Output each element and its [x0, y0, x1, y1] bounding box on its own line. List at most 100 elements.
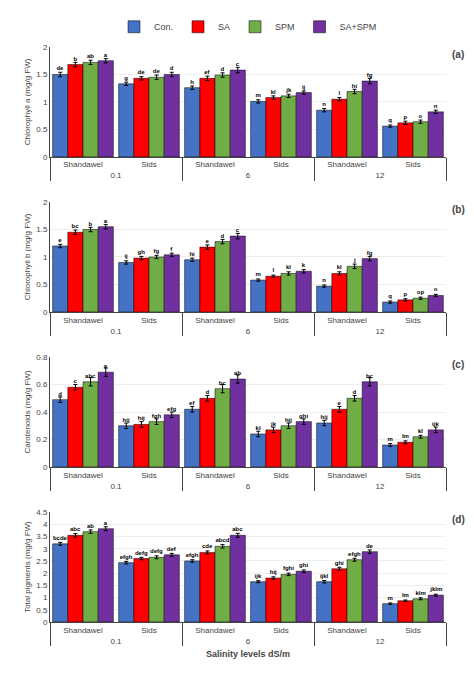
svg-text:abc: abc — [232, 526, 243, 532]
svg-text:ab: ab — [87, 523, 94, 529]
svg-text:efg: efg — [167, 406, 176, 412]
svg-text:defg: defg — [135, 550, 148, 556]
svg-text:efgh: efgh — [186, 552, 199, 558]
svg-text:p: p — [403, 114, 407, 120]
svg-text:2.5: 2.5 — [36, 557, 48, 566]
svg-text:jk: jk — [285, 87, 292, 93]
svg-text:hij: hij — [270, 569, 277, 575]
svg-text:a: a — [104, 52, 108, 58]
svg-text:e: e — [337, 400, 341, 406]
svg-text:hij: hij — [321, 414, 328, 420]
svg-text:0: 0 — [43, 618, 48, 627]
svg-text:c: c — [236, 61, 240, 67]
svg-text:ef: ef — [189, 400, 195, 406]
svg-text:ij: ij — [124, 253, 128, 259]
svg-text:d: d — [205, 389, 209, 395]
svg-text:defg: defg — [150, 548, 163, 554]
svg-text:0.5: 0.5 — [36, 606, 48, 615]
svg-text:a: a — [104, 520, 108, 526]
svg-text:kl: kl — [256, 425, 261, 431]
svg-text:efgh: efgh — [120, 554, 133, 560]
svg-text:e: e — [205, 238, 209, 244]
svg-text:e: e — [58, 237, 62, 243]
svg-text:Sids: Sids — [273, 316, 289, 325]
svg-text:Shandawel: Shandawel — [327, 316, 367, 325]
svg-text:gh: gh — [138, 249, 146, 255]
svg-text:1: 1 — [43, 98, 48, 107]
svg-text:(d): (d) — [452, 514, 465, 525]
svg-text:12: 12 — [376, 637, 385, 646]
svg-text:Con.: Con. — [154, 22, 173, 32]
svg-text:(b): (b) — [452, 204, 465, 215]
svg-text:SPM: SPM — [275, 22, 295, 32]
svg-text:q: q — [388, 293, 392, 299]
svg-text:m: m — [256, 92, 261, 98]
svg-text:ghi: ghi — [335, 560, 344, 566]
svg-text:Sids: Sids — [405, 316, 421, 325]
svg-text:4: 4 — [43, 520, 48, 529]
svg-text:g: g — [124, 75, 128, 81]
svg-text:Shandawel: Shandawel — [327, 471, 367, 480]
svg-text:fghi: fghi — [283, 565, 294, 571]
svg-text:0.6: 0.6 — [36, 380, 48, 389]
svg-text:a: a — [104, 363, 108, 369]
svg-text:n: n — [322, 277, 326, 283]
svg-text:l: l — [338, 90, 340, 96]
svg-text:hij: hij — [285, 417, 292, 423]
svg-text:Sids: Sids — [141, 626, 157, 635]
svg-text:Sids: Sids — [273, 160, 289, 169]
svg-text:hij: hij — [138, 415, 145, 421]
svg-text:0.5: 0.5 — [36, 280, 48, 289]
svg-text:Shandawel: Shandawel — [195, 471, 235, 480]
svg-text:Shandawel: Shandawel — [63, 471, 103, 480]
svg-text:de: de — [138, 69, 146, 75]
svg-text:kl: kl — [271, 89, 276, 95]
svg-text:k: k — [302, 262, 306, 268]
svg-text:ab: ab — [87, 53, 94, 59]
svg-text:ij: ij — [302, 84, 306, 90]
svg-text:p: p — [403, 291, 407, 297]
svg-text:6: 6 — [246, 171, 251, 180]
svg-text:de: de — [56, 65, 64, 71]
svg-text:0.2: 0.2 — [36, 435, 48, 444]
svg-text:Sids: Sids — [141, 471, 157, 480]
svg-text:jklm: jklm — [429, 586, 442, 592]
svg-text:Shandawel: Shandawel — [195, 316, 235, 325]
svg-text:12: 12 — [376, 327, 385, 336]
svg-text:0: 0 — [43, 308, 48, 317]
svg-text:0.1: 0.1 — [110, 637, 122, 646]
svg-text:0.1: 0.1 — [110, 482, 122, 491]
svg-text:2: 2 — [43, 43, 48, 52]
svg-text:op: op — [417, 289, 425, 295]
svg-text:a: a — [104, 218, 108, 224]
svg-text:Shandawel: Shandawel — [327, 626, 367, 635]
svg-text:Sids: Sids — [273, 626, 289, 635]
svg-text:1: 1 — [43, 253, 48, 262]
svg-text:d: d — [221, 233, 225, 239]
svg-text:def: def — [167, 546, 177, 552]
svg-text:Shandawel: Shandawel — [63, 316, 103, 325]
svg-text:m: m — [388, 595, 393, 601]
svg-text:hi: hi — [189, 251, 195, 257]
svg-text:kl: kl — [286, 264, 291, 270]
svg-text:fg: fg — [367, 72, 373, 78]
svg-text:lm: lm — [402, 433, 409, 439]
svg-text:d: d — [58, 391, 62, 397]
svg-text:bc: bc — [219, 380, 227, 386]
svg-text:n: n — [434, 103, 438, 109]
svg-text:0.1: 0.1 — [110, 327, 122, 336]
svg-text:Carotenoids (mg/g FW): Carotenoids (mg/g FW) — [23, 370, 32, 453]
svg-text:klm: klm — [415, 590, 425, 596]
svg-text:Sids: Sids — [141, 160, 157, 169]
svg-text:4.5: 4.5 — [36, 508, 48, 517]
svg-text:12: 12 — [376, 171, 385, 180]
svg-text:bc: bc — [366, 373, 374, 379]
svg-text:o: o — [419, 113, 423, 119]
svg-text:ghi: ghi — [299, 562, 308, 568]
svg-text:1.5: 1.5 — [36, 581, 48, 590]
svg-text:SA+SPM: SA+SPM — [340, 22, 377, 32]
svg-text:(c): (c) — [452, 359, 464, 370]
svg-text:m: m — [388, 436, 393, 442]
svg-text:1.5: 1.5 — [36, 70, 48, 79]
svg-text:Total pigments (mg/g FW): Total pigments (mg/g FW) — [23, 521, 32, 613]
